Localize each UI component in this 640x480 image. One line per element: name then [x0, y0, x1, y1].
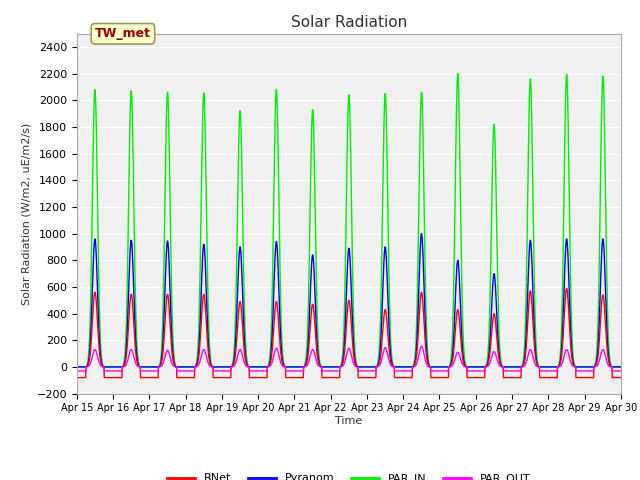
PAR_IN: [569, 350, 577, 356]
RNet: [617, 375, 625, 381]
Pyranom: [507, 364, 515, 370]
X-axis label: Time: Time: [335, 416, 362, 426]
PAR_IN: [73, 364, 81, 370]
PAR_OUT: [584, 368, 592, 374]
PAR_IN: [454, 71, 461, 76]
PAR_OUT: [365, 368, 372, 374]
PAR_IN: [584, 364, 592, 370]
PAR_OUT: [73, 368, 81, 374]
Pyranom: [418, 231, 426, 237]
Text: TW_met: TW_met: [95, 27, 151, 40]
Legend: RNet, Pyranom, PAR_IN, PAR_OUT: RNet, Pyranom, PAR_IN, PAR_OUT: [163, 469, 534, 480]
PAR_OUT: [418, 343, 426, 349]
RNet: [507, 375, 515, 381]
RNet: [225, 375, 232, 381]
PAR_OUT: [507, 368, 515, 374]
RNet: [584, 375, 592, 381]
Pyranom: [376, 348, 384, 353]
PAR_OUT: [569, 363, 577, 369]
PAR_OUT: [376, 361, 384, 367]
PAR_OUT: [225, 368, 232, 374]
Line: RNet: RNet: [77, 288, 621, 378]
Line: PAR_IN: PAR_IN: [77, 73, 621, 367]
Line: PAR_OUT: PAR_OUT: [77, 346, 621, 371]
RNet: [365, 375, 372, 381]
RNet: [569, 360, 577, 366]
Pyranom: [365, 364, 372, 370]
Line: Pyranom: Pyranom: [77, 234, 621, 367]
RNet: [563, 286, 570, 291]
Pyranom: [73, 364, 81, 370]
Pyranom: [225, 364, 232, 370]
Pyranom: [584, 364, 592, 370]
PAR_IN: [365, 364, 372, 370]
PAR_OUT: [617, 368, 625, 374]
Title: Solar Radiation: Solar Radiation: [291, 15, 407, 30]
PAR_IN: [376, 326, 384, 332]
Pyranom: [617, 364, 625, 370]
Y-axis label: Solar Radiation (W/m2, uE/m2/s): Solar Radiation (W/m2, uE/m2/s): [21, 122, 31, 305]
PAR_IN: [617, 364, 625, 370]
RNet: [376, 356, 384, 362]
PAR_IN: [507, 364, 515, 370]
PAR_IN: [225, 364, 232, 370]
RNet: [73, 375, 81, 381]
Pyranom: [569, 358, 577, 364]
